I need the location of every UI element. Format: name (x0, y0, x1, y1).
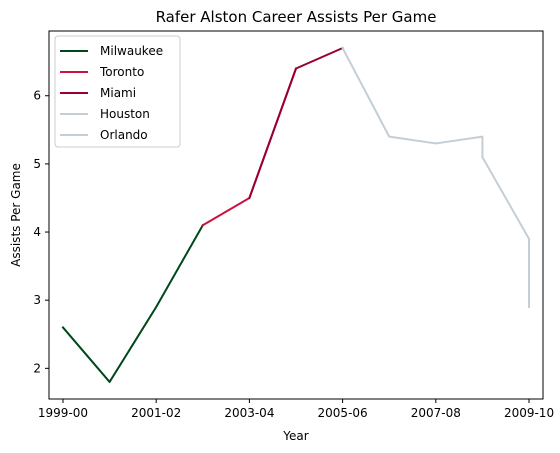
y-tick-label: 5 (33, 157, 41, 171)
series-line-orlando (481, 155, 531, 308)
legend-label-houston: Houston (100, 107, 150, 121)
x-axis-ticks: 1999-00 2001-02 2003-04 2005-06 2007-08 2009-… (38, 399, 554, 420)
legend-label-orlando: Orlando (100, 128, 148, 142)
y-tick-label: 4 (33, 225, 41, 239)
x-tick-label: 1999-00 (38, 406, 88, 420)
series-line-milwaukee (61, 223, 205, 383)
legend-box (54, 35, 181, 148)
legend-label-miami: Miami (100, 86, 136, 100)
y-axis-label: Assists Per Game (9, 163, 23, 267)
x-tick-label: 2009-10 (504, 406, 554, 420)
y-axis-ticks: 2 3 4 5 6 (33, 89, 49, 375)
y-tick-label: 2 (33, 361, 41, 375)
y-tick-label: 3 (33, 293, 41, 307)
y-tick-label: 6 (33, 89, 41, 103)
legend: Milwaukee Toronto Miami Houston Orlando (54, 35, 181, 148)
legend-label-milwaukee: Milwaukee (100, 44, 163, 58)
series-line-toronto (201, 67, 298, 227)
x-tick-label: 2005-06 (318, 406, 368, 420)
plot-area (48, 30, 544, 400)
x-tick-label: 2001-02 (131, 406, 181, 420)
series-line-miami (248, 46, 344, 200)
x-tick-label: 2007-08 (411, 406, 461, 420)
x-tick-label: 2003-04 (224, 406, 274, 420)
series-layer (61, 46, 531, 383)
x-axis-label: Year (282, 429, 308, 443)
series-line-houston (341, 46, 484, 159)
legend-label-toronto: Toronto (99, 65, 144, 79)
chart-title: Rafer Alston Career Assists Per Game (156, 8, 437, 26)
